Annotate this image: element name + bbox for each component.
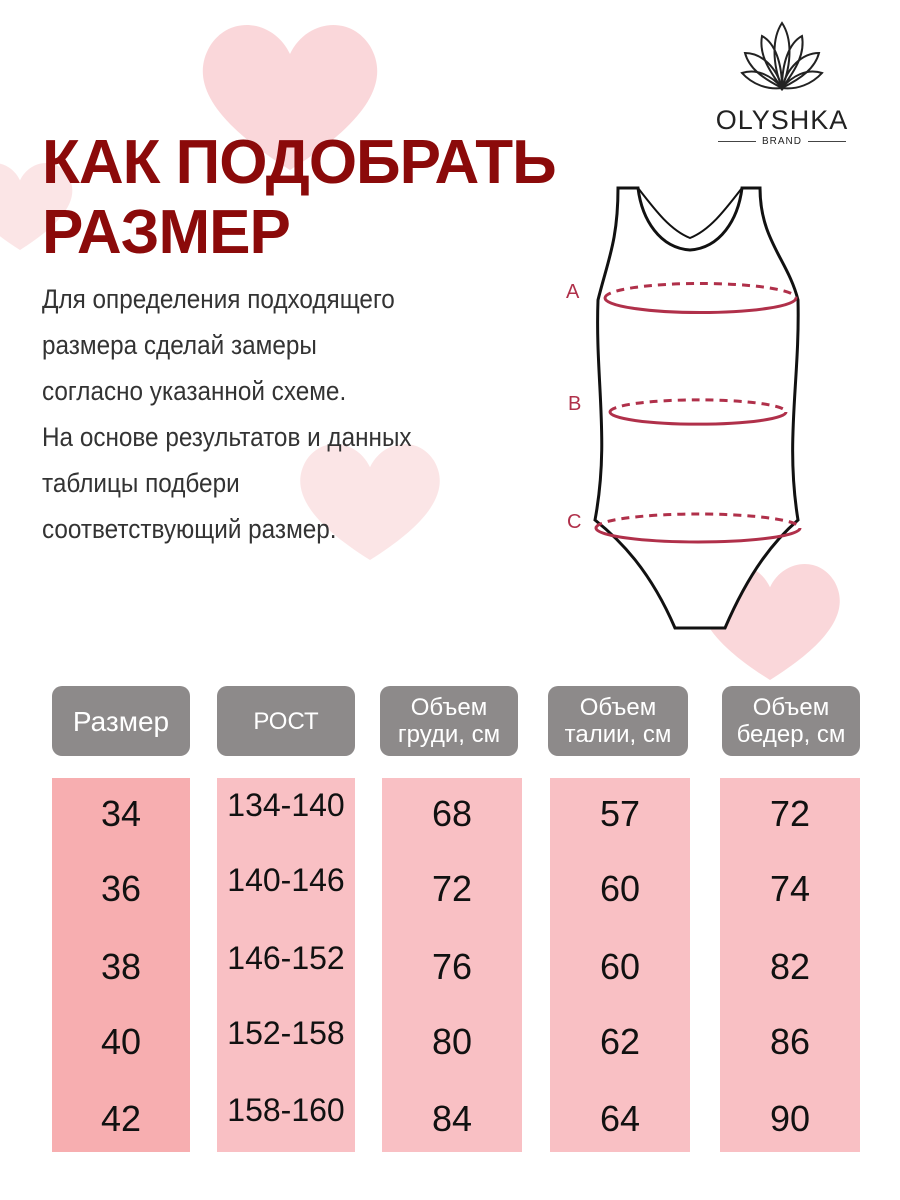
brand-logo: OLYSHKA BRAND xyxy=(712,18,852,147)
table-cell: 80 xyxy=(431,1021,473,1062)
column-body: 72 74 82 86 90 xyxy=(720,778,860,1152)
table-cell: 158-160 xyxy=(227,1092,345,1128)
table-cell: 60 xyxy=(599,946,641,987)
instructions: Для определения подходящего размера сдел… xyxy=(42,284,412,544)
table-cell: 90 xyxy=(769,1098,811,1139)
table-cell: 68 xyxy=(431,793,473,834)
brand-tagline: BRAND xyxy=(761,136,802,147)
column-body: 57 60 60 62 64 xyxy=(550,778,690,1152)
column-header: Объем груди, см xyxy=(380,686,518,756)
page-title: КАК ПОДОБРАТЬ РАЗМЕР xyxy=(42,128,557,267)
table-cell: 82 xyxy=(769,946,811,987)
table-cell: 38 xyxy=(100,946,142,987)
table-cell: 146-152 xyxy=(227,940,345,976)
table-cell: 72 xyxy=(431,868,473,909)
table-cell: 84 xyxy=(431,1098,473,1139)
column-body: 134-140 140-146 146-152 152-158 158-160 xyxy=(217,778,355,1152)
heart-decoration xyxy=(300,443,440,560)
table-cell: 57 xyxy=(599,793,641,834)
table-cell: 76 xyxy=(431,946,473,987)
table-cell: 64 xyxy=(599,1098,641,1139)
table-cell: 36 xyxy=(100,868,142,909)
column-header: РОСТ xyxy=(217,686,355,756)
table-cell: 152-158 xyxy=(227,1015,345,1051)
table-cell: 40 xyxy=(100,1021,142,1062)
label-a: A xyxy=(566,281,580,303)
column-header: Объем талии, см xyxy=(548,686,688,756)
heart-decoration xyxy=(0,162,73,250)
table-cell: 72 xyxy=(769,793,811,834)
brand-name: OLYSHKA xyxy=(715,105,849,135)
lotus-icon xyxy=(740,21,824,92)
table-cell: 134-140 xyxy=(227,787,345,823)
table-cell: 60 xyxy=(599,868,641,909)
heart-decoration xyxy=(202,24,378,170)
swimsuit-diagram: A B C xyxy=(566,186,802,630)
column-header: Объем бедер, см xyxy=(722,686,860,756)
column-header: Размер xyxy=(52,686,190,756)
label-b: B xyxy=(568,393,581,415)
table-cell: 74 xyxy=(769,868,811,909)
table-cell: 140-146 xyxy=(227,862,345,898)
table-cell: 62 xyxy=(599,1021,641,1062)
column-body: 34 36 38 40 42 xyxy=(52,778,190,1152)
table-cell: 86 xyxy=(769,1021,811,1062)
column-body: 68 72 76 80 84 xyxy=(382,778,522,1152)
table-cell: 34 xyxy=(100,793,142,834)
table-cell: 42 xyxy=(100,1098,142,1139)
label-c: C xyxy=(567,511,581,533)
